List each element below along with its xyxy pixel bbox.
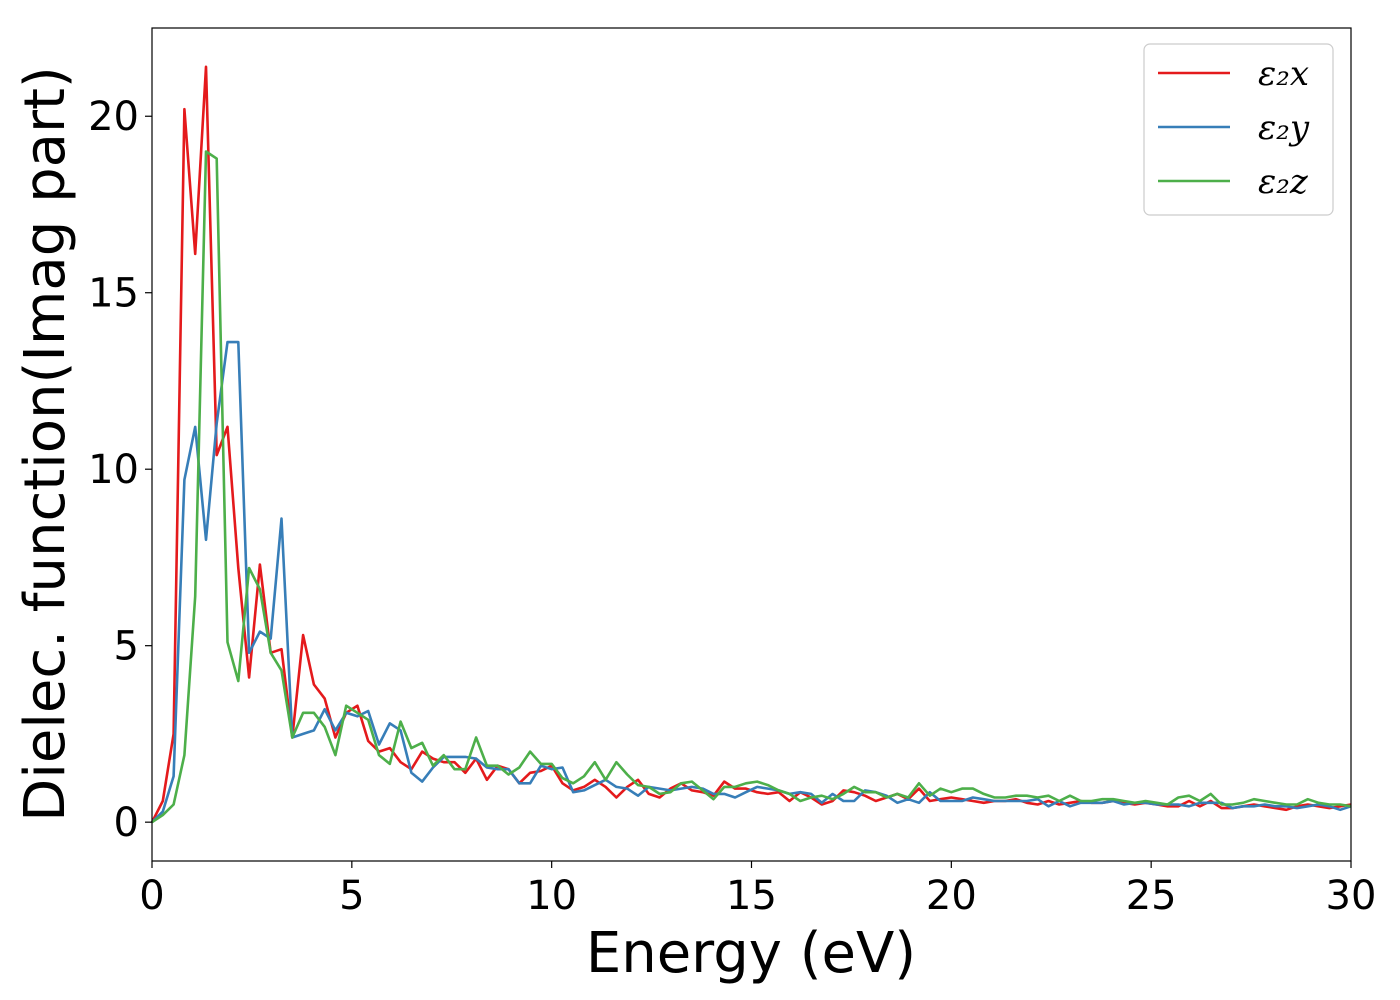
legend: ε₂x ε₂y ε₂z xyxy=(1143,43,1334,216)
x-axis-title: Energy (eV) xyxy=(586,921,916,986)
y-tick-label: 15 xyxy=(88,271,139,317)
x-tick-label: 30 xyxy=(1326,873,1377,919)
series-line-1 xyxy=(151,340,1352,824)
legend-box xyxy=(1143,43,1334,216)
legend-label: ε₂y xyxy=(1258,108,1310,148)
legend-label: ε₂z xyxy=(1258,162,1309,202)
x-tick-label: 5 xyxy=(339,873,364,919)
x-tick-label: 25 xyxy=(1126,873,1177,919)
plot-frame xyxy=(151,27,1352,862)
series-line-2 xyxy=(151,150,1352,824)
x-tick-label: 10 xyxy=(526,873,577,919)
y-tick-label: 20 xyxy=(88,94,139,140)
x-tick-label: 15 xyxy=(726,873,777,919)
y-tick-label: 5 xyxy=(114,624,139,670)
y-tick-label: 0 xyxy=(114,800,139,846)
y-tick-label: 10 xyxy=(88,447,139,493)
x-tick-label: 20 xyxy=(926,873,977,919)
y-axis-title: Dielec. function(Imag part) xyxy=(13,66,78,822)
series-lines xyxy=(150,65,1352,824)
x-tick-label: 0 xyxy=(139,873,164,919)
legend-label: ε₂x xyxy=(1258,54,1309,94)
y-ticks: 0 5 10 15 20 xyxy=(88,94,152,846)
x-ticks: 0 5 10 15 20 25 30 xyxy=(139,861,1376,919)
